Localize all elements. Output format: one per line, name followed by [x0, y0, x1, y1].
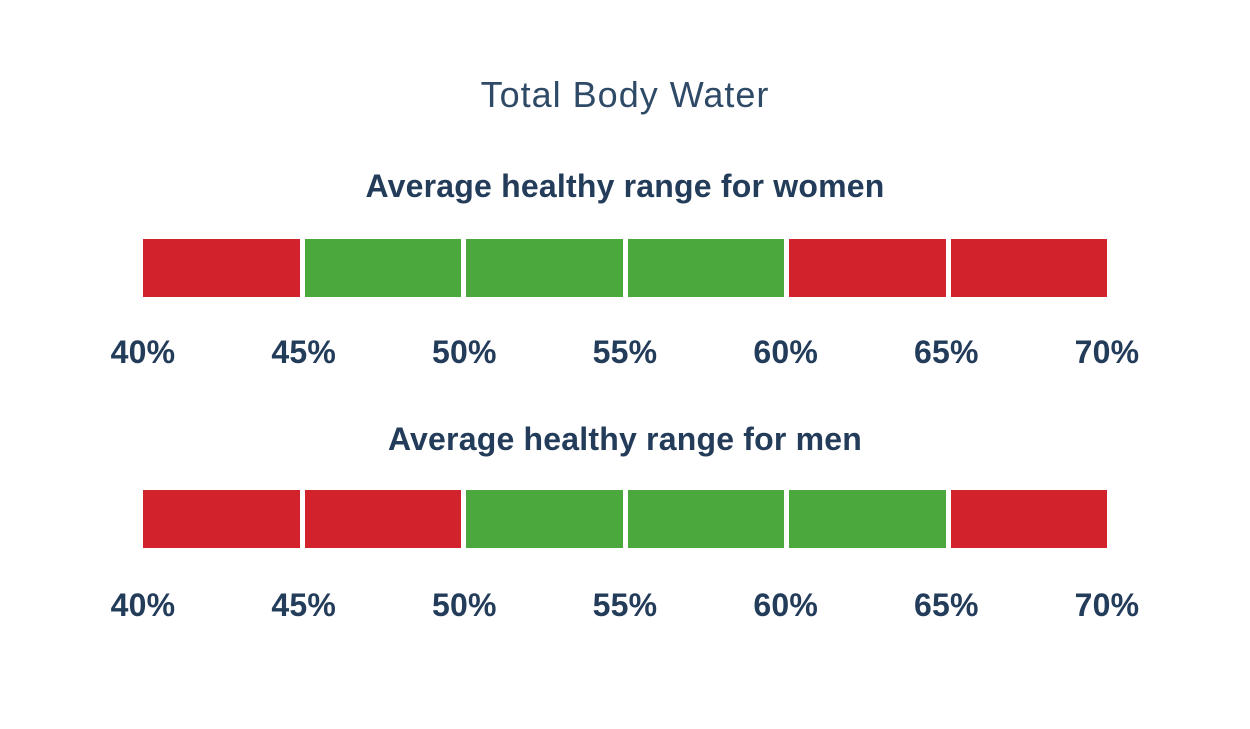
- axis-tick-label: 70%: [1074, 587, 1140, 623]
- axis-tick-label: 65%: [914, 587, 979, 623]
- axis-tick-label: 70%: [1074, 334, 1140, 370]
- axis-tick-label: 50%: [432, 587, 497, 623]
- bar-segment: [950, 239, 1107, 297]
- bar-segment: [789, 490, 946, 548]
- bar-segment: [466, 239, 623, 297]
- bar-segment: [466, 490, 623, 548]
- bar-segment: [789, 239, 946, 297]
- bar-segment: [304, 490, 461, 548]
- axis-tick-label: 60%: [753, 587, 818, 623]
- axis-tick-label: 55%: [592, 334, 658, 370]
- axis-tick-label: 55%: [592, 587, 658, 623]
- bar-segment: [950, 490, 1107, 548]
- axis-tick-label: 50%: [432, 334, 497, 370]
- axis-tick-label: 45%: [271, 587, 336, 623]
- women-axis: 40% 45% 50% 55% 60% 65% 70%: [111, 334, 1139, 370]
- bar-segment: [143, 490, 300, 548]
- bar-segment: [143, 239, 300, 297]
- axis-tick-label: 45%: [271, 334, 336, 370]
- men-chart-title: Average healthy range for men: [387, 421, 863, 457]
- axis-tick-label: 65%: [914, 334, 979, 370]
- bar-segment: [627, 239, 784, 297]
- bar-segment: [627, 490, 784, 548]
- bar-segment: [304, 239, 461, 297]
- men-axis: 40% 45% 50% 55% 60% 65% 70%: [111, 587, 1139, 623]
- axis-tick-label: 60%: [753, 334, 818, 370]
- axis-tick-label: 40%: [110, 334, 176, 370]
- page-title: Total Body Water: [480, 74, 770, 115]
- women-chart-title: Average healthy range for women: [365, 168, 885, 204]
- men-range-bar: [143, 490, 1107, 548]
- axis-tick-label: 40%: [110, 587, 176, 623]
- women-range-bar: [143, 239, 1107, 297]
